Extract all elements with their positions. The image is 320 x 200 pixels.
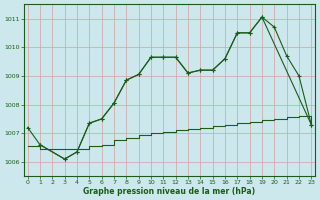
X-axis label: Graphe pression niveau de la mer (hPa): Graphe pression niveau de la mer (hPa) [84, 187, 256, 196]
